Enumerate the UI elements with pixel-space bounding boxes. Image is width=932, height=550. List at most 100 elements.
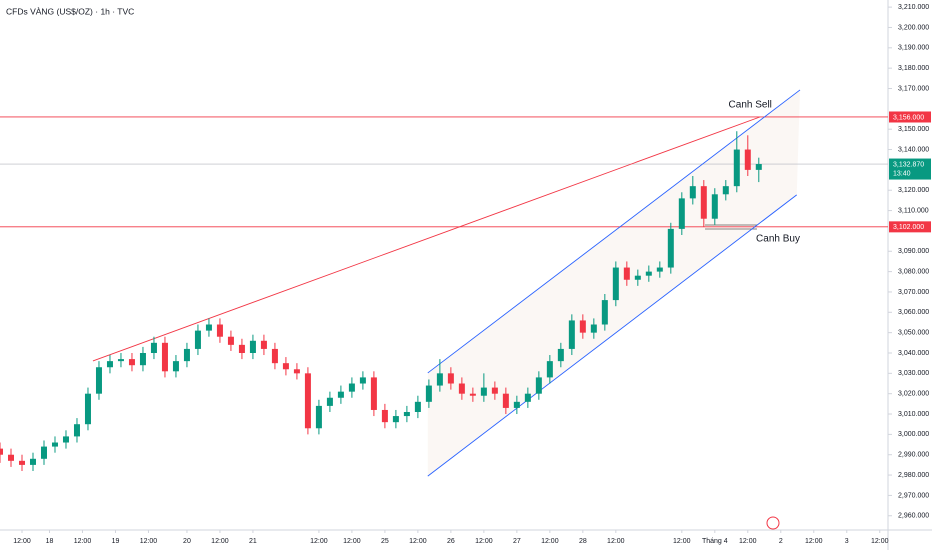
trendline: [427, 89, 801, 374]
x-tick-label: 12:00: [211, 538, 229, 545]
candle-body: [744, 149, 751, 170]
candle-body: [0, 448, 3, 455]
candle-body: [150, 342, 157, 353]
y-tick-label: 2,970.000: [898, 492, 929, 499]
last-price-box: [889, 158, 931, 180]
candle-body: [700, 186, 707, 219]
x-tick-label: 12:00: [607, 538, 625, 545]
candle-body: [513, 401, 520, 408]
y-tick-label: 3,150.000: [898, 126, 929, 133]
candle-body: [458, 383, 465, 394]
candle-body: [733, 149, 740, 187]
candle-body: [722, 186, 729, 195]
price-label-box: [889, 111, 931, 123]
y-tick-label: 3,190.000: [898, 45, 929, 52]
y-tick-label: 2,990.000: [898, 452, 929, 459]
x-tick-label: 12:00: [310, 538, 328, 545]
candle-body: [40, 446, 47, 459]
candle-body: [370, 377, 377, 410]
candle-body: [18, 460, 25, 465]
candle-body: [260, 340, 267, 349]
last-price-label: 3,132.870: [893, 161, 924, 168]
candle-body: [403, 411, 410, 417]
x-tick-label: 25: [381, 538, 389, 545]
x-tick-label: 26: [447, 538, 455, 545]
y-tick-label: 3,010.000: [898, 411, 929, 418]
candle-body: [7, 454, 14, 461]
candle-body: [216, 324, 223, 337]
x-tick-label: Tháng 4: [702, 538, 728, 545]
x-tick-label: 18: [46, 538, 54, 545]
candle-body: [304, 373, 311, 429]
x-tick-label: 12:00: [739, 538, 757, 545]
candle-body: [480, 387, 487, 396]
candle-body: [348, 383, 355, 392]
price-label: 3,156.000: [893, 114, 924, 121]
x-tick-label: 19: [112, 538, 120, 545]
candle-body: [524, 393, 531, 402]
y-tick-label: 3,120.000: [898, 187, 929, 194]
x-tick-label: 3: [845, 538, 849, 545]
candle-body: [579, 320, 586, 333]
candle-body: [381, 409, 388, 423]
y-tick-label: 3,170.000: [898, 85, 929, 92]
x-tick-label: 12:00: [409, 538, 427, 545]
x-tick-label: 20: [183, 538, 191, 545]
candle-body: [568, 320, 575, 349]
trendline: [92, 116, 761, 362]
x-tick-label: 12:00: [140, 538, 158, 545]
candle-body: [194, 330, 201, 349]
candle-body: [172, 361, 179, 372]
x-tick-label: 12:00: [74, 538, 92, 545]
candle-body: [238, 344, 245, 353]
candle-body: [447, 373, 454, 384]
x-tick-label: 21: [249, 538, 257, 545]
y-tick-label: 2,960.000: [898, 513, 929, 520]
candle-body: [271, 348, 278, 364]
candle-body: [183, 348, 190, 362]
y-tick-label: 3,050.000: [898, 329, 929, 336]
candle-body: [315, 405, 322, 429]
candle-body: [634, 275, 641, 280]
x-tick-label: 12:00: [343, 538, 361, 545]
candle-body: [755, 164, 762, 170]
candle-body: [623, 267, 630, 280]
y-tick-label: 2,980.000: [898, 472, 929, 479]
y-tick-label: 3,200.000: [898, 24, 929, 31]
annotation: Canh Sell: [729, 99, 772, 110]
candle-body: [469, 393, 476, 396]
x-tick-label: 12:00: [541, 538, 559, 545]
candle-body: [645, 271, 652, 276]
candle-body: [293, 369, 300, 374]
candle-body: [51, 442, 58, 447]
candle-body: [612, 267, 619, 301]
candle-body: [326, 397, 333, 406]
candle-body: [689, 186, 696, 199]
y-tick-label: 3,020.000: [898, 391, 929, 398]
candle-body: [29, 458, 36, 465]
candle-body: [678, 198, 685, 229]
y-tick-label: 3,000.000: [898, 431, 929, 438]
candle-body: [84, 393, 91, 425]
candle-body: [667, 228, 674, 268]
x-tick-label: 12:00: [13, 538, 31, 545]
candle-body: [139, 352, 146, 366]
candle-body: [359, 377, 366, 384]
x-tick-label: 2: [779, 538, 783, 545]
candle-body: [337, 391, 344, 398]
candle-body: [392, 416, 399, 423]
y-tick-label: 3,180.000: [898, 65, 929, 72]
x-tick-label: 27: [513, 538, 521, 545]
candle-body: [436, 373, 443, 386]
chart-title: CFDs VÀNG (US$/OZ) · 1h · TVC: [6, 6, 134, 16]
candle-body: [491, 387, 498, 394]
candle-body: [502, 393, 509, 408]
candle-body: [95, 367, 102, 394]
countdown: 13:40: [893, 170, 911, 177]
candle-body: [557, 348, 564, 362]
event-icon[interactable]: [766, 516, 780, 530]
y-tick-label: 3,140.000: [898, 146, 929, 153]
y-tick-label: 3,080.000: [898, 268, 929, 275]
